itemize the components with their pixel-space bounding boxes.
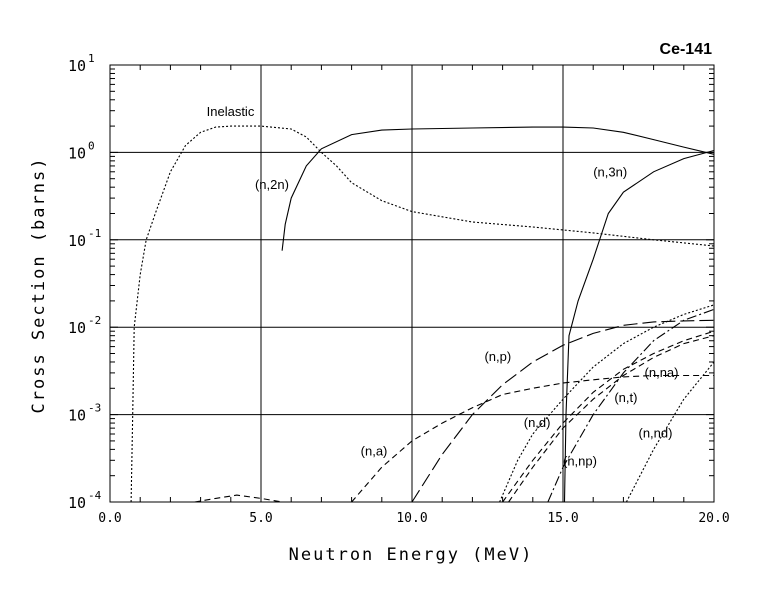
series-label: (n,nd) bbox=[639, 425, 673, 440]
series-line-n-nd bbox=[625, 361, 715, 503]
series-label: (n,2n) bbox=[255, 177, 289, 192]
y-tick-label: 10 -4 bbox=[68, 489, 102, 512]
x-tick-labels: 0.0 5.0 10.0 15.0 20.0 bbox=[98, 511, 729, 526]
y-tick-base: 10 bbox=[68, 144, 86, 162]
series-line-n-p bbox=[411, 319, 715, 503]
series-label: (n,a) bbox=[361, 444, 388, 459]
y-tick-label: 10 0 bbox=[68, 139, 95, 162]
series-label: Inelastic bbox=[207, 104, 255, 119]
y-tick-label: 10 1 bbox=[68, 52, 95, 75]
x-tick-label: 5.0 bbox=[249, 511, 272, 526]
series-line-n-np bbox=[547, 308, 715, 503]
y-tick-base: 10 bbox=[68, 57, 86, 75]
y-tick-exponent: -4 bbox=[88, 489, 102, 502]
y-tick-label: 10 -1 bbox=[68, 227, 101, 250]
series-line-n-2n bbox=[281, 126, 715, 251]
series-line-n-3n bbox=[563, 149, 715, 503]
series-label: (n,d) bbox=[524, 415, 551, 430]
y-tick-exponent: -3 bbox=[88, 402, 101, 415]
series-line-n-t bbox=[508, 335, 715, 503]
series-line-n-na bbox=[502, 330, 715, 503]
grid-lines bbox=[110, 65, 714, 502]
series-annotations: Inelastic (n,2n) (n,3n) (n,p) (n,a) (n,d) (n,t… bbox=[207, 104, 679, 469]
x-axis-label: Neutron Energy (MeV) bbox=[289, 545, 534, 565]
y-axis-label: Cross Section (barns) bbox=[29, 157, 49, 414]
y-tick-base: 10 bbox=[68, 494, 86, 512]
x-tick-label: 10.0 bbox=[396, 511, 427, 526]
y-tick-exponent: -1 bbox=[88, 227, 101, 240]
series-line-unlabeled-10 bbox=[194, 494, 283, 503]
y-tick-label: 10 -2 bbox=[68, 314, 101, 337]
y-tick-base: 10 bbox=[68, 407, 86, 425]
x-tick-label: 15.0 bbox=[547, 511, 578, 526]
y-tick-exponent: 0 bbox=[88, 139, 95, 152]
series-label: (n,na) bbox=[645, 365, 679, 380]
series-line-n-d bbox=[499, 304, 715, 503]
series-label: (n,p) bbox=[484, 349, 511, 364]
y-tick-base: 10 bbox=[68, 232, 86, 250]
y-tick-exponent: -2 bbox=[88, 314, 101, 327]
series-label: (n,3n) bbox=[593, 164, 627, 179]
y-tick-label: 10 -3 bbox=[68, 402, 101, 425]
series-label: (n,np) bbox=[563, 454, 597, 469]
series-line-inelastic bbox=[130, 125, 715, 503]
x-tick-label: 20.0 bbox=[698, 511, 729, 526]
series-line-n-a bbox=[351, 374, 714, 503]
series-lines bbox=[130, 125, 715, 503]
series-label: (n,t) bbox=[614, 390, 637, 405]
chart-title: Ce-141 bbox=[660, 41, 713, 58]
x-tick-label: 0.0 bbox=[98, 511, 121, 526]
y-tick-exponent: 1 bbox=[88, 52, 95, 65]
axis-ticks bbox=[109, 65, 715, 503]
y-tick-base: 10 bbox=[68, 319, 86, 337]
